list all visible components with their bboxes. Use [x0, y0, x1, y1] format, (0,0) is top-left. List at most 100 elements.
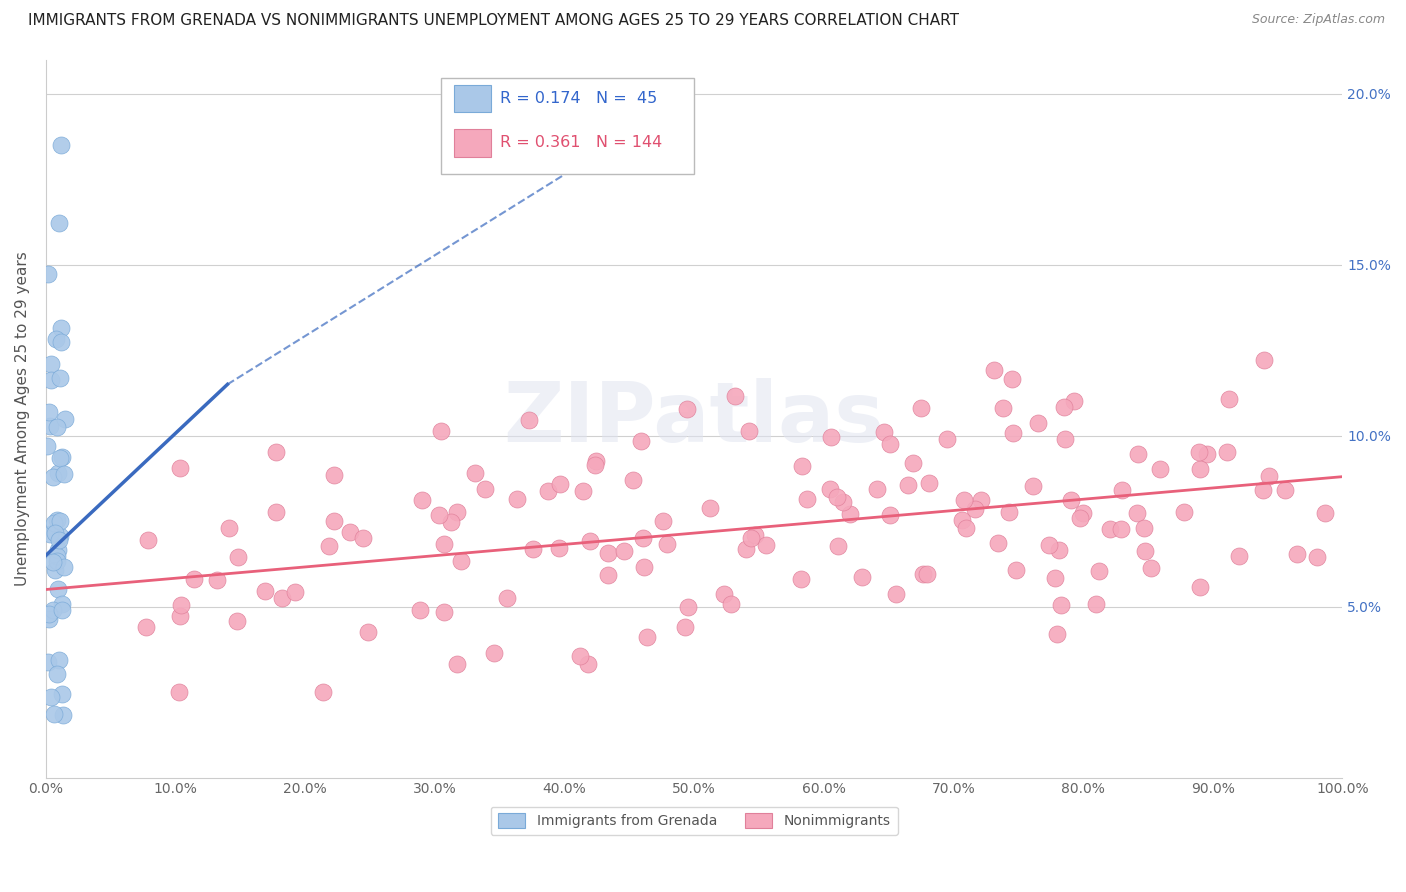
Point	[548, 541, 571, 555]
Point	[169, 461, 191, 475]
Point	[39, 373, 62, 387]
Point	[49, 335, 72, 350]
Point	[270, 591, 292, 605]
Point	[596, 546, 619, 560]
Point	[433, 606, 456, 620]
Point	[1021, 479, 1043, 493]
Point	[1188, 445, 1211, 459]
Point	[1139, 561, 1161, 575]
Point	[901, 456, 924, 470]
Point	[621, 473, 644, 487]
Point	[48, 652, 70, 666]
Point	[49, 321, 72, 335]
Point	[264, 445, 287, 459]
Point	[820, 430, 842, 444]
Point	[983, 362, 1005, 376]
Point	[505, 491, 527, 506]
Point	[1050, 598, 1073, 612]
Point	[1001, 372, 1024, 386]
Point	[970, 492, 993, 507]
Point	[744, 528, 766, 542]
Point	[1216, 445, 1239, 459]
Point	[482, 646, 505, 660]
Point	[1133, 521, 1156, 535]
Point	[755, 538, 778, 552]
Point	[339, 525, 361, 540]
Point	[46, 582, 69, 596]
Point	[357, 625, 380, 640]
Point	[613, 544, 636, 558]
Point	[42, 516, 65, 530]
Point	[38, 527, 60, 541]
Point	[427, 508, 450, 522]
Point	[42, 603, 65, 617]
Point	[965, 502, 987, 516]
Point	[738, 424, 761, 438]
Point	[52, 467, 75, 481]
Text: R = 0.174   N =  45: R = 0.174 N = 45	[499, 91, 657, 106]
Point	[51, 137, 73, 152]
Point	[1305, 550, 1327, 565]
Point	[323, 514, 346, 528]
Point	[578, 534, 600, 549]
Point	[38, 607, 60, 622]
Point	[51, 687, 73, 701]
Point	[655, 537, 678, 551]
Point	[323, 467, 346, 482]
Point	[474, 483, 496, 497]
Point	[226, 549, 249, 564]
Point	[827, 539, 849, 553]
Point	[1251, 483, 1274, 497]
Point	[48, 467, 70, 481]
Point	[44, 525, 66, 540]
Point	[42, 555, 65, 569]
Point	[49, 450, 72, 465]
Point	[46, 513, 69, 527]
Point	[218, 521, 240, 535]
Point	[48, 370, 70, 384]
Point	[1063, 394, 1085, 409]
Legend: Immigrants from Grenada, Nonimmigrants: Immigrants from Grenada, Nonimmigrants	[491, 806, 897, 835]
Point	[851, 570, 873, 584]
Point	[723, 389, 745, 403]
Point	[433, 537, 456, 551]
Point	[264, 505, 287, 519]
Point	[49, 529, 72, 543]
Point	[1149, 462, 1171, 476]
Point	[676, 599, 699, 614]
Point	[170, 598, 193, 612]
Point	[409, 603, 432, 617]
Point	[897, 477, 920, 491]
Text: IMMIGRANTS FROM GRENADA VS NONIMMIGRANTS UNEMPLOYMENT AMONG AGES 25 TO 29 YEARS : IMMIGRANTS FROM GRENADA VS NONIMMIGRANTS…	[28, 13, 959, 29]
Text: Source: ZipAtlas.com: Source: ZipAtlas.com	[1251, 13, 1385, 27]
Point	[796, 492, 818, 507]
Point	[48, 533, 70, 547]
Point	[1046, 627, 1069, 641]
Point	[790, 459, 813, 474]
Point	[1059, 492, 1081, 507]
Point	[37, 267, 59, 281]
Point	[450, 553, 472, 567]
Point	[169, 609, 191, 624]
Point	[1218, 392, 1240, 407]
Point	[37, 655, 59, 669]
Text: R = 0.361   N = 144: R = 0.361 N = 144	[499, 136, 662, 151]
Point	[42, 707, 65, 722]
Point	[740, 531, 762, 545]
Point	[522, 542, 544, 557]
Point	[41, 469, 63, 483]
Point	[226, 614, 249, 628]
Point	[1197, 447, 1219, 461]
Point	[1026, 416, 1049, 430]
Point	[1126, 447, 1149, 461]
Point	[429, 424, 451, 438]
Point	[910, 401, 932, 416]
Point	[136, 533, 159, 547]
Point	[651, 514, 673, 528]
Point	[1227, 549, 1250, 563]
Point	[51, 598, 73, 612]
Point	[879, 508, 901, 522]
Point	[1084, 597, 1107, 611]
Point	[1315, 506, 1337, 520]
Point	[1054, 432, 1077, 446]
